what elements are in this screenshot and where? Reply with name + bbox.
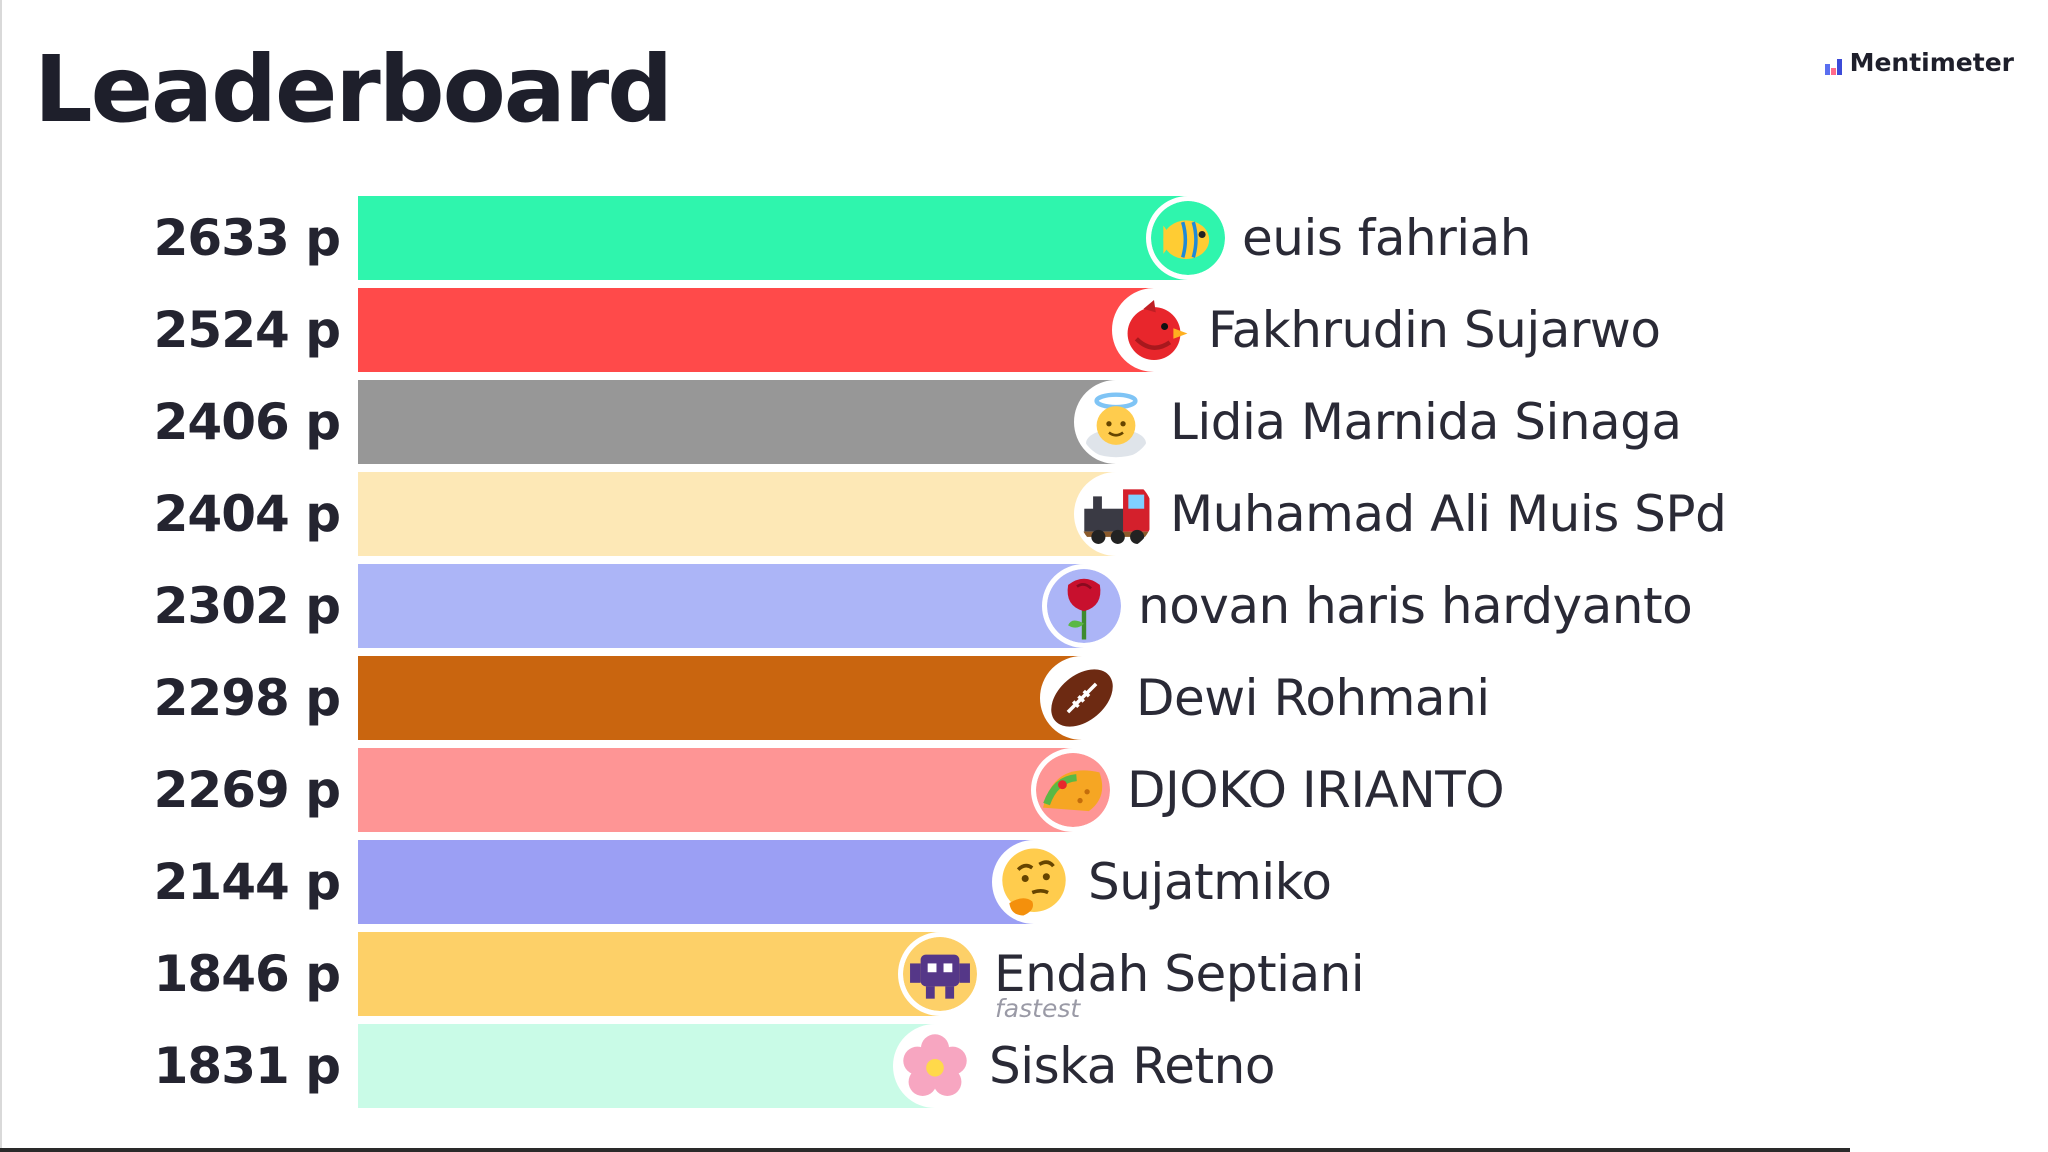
- score-bar: [358, 1024, 935, 1108]
- leaderboard-row: 2524 p Fakhrudin Sujarwo: [0, 288, 2048, 372]
- score-bar: [358, 748, 1073, 832]
- score-label: 1831 p: [153, 1037, 341, 1095]
- brand-name: Mentimeter: [1849, 48, 2014, 77]
- participant-name: Sujatmiko: [1088, 853, 1332, 911]
- leaderboard-row: 2406 p Lidia Marnida Sinaga: [0, 380, 2048, 464]
- score-bar: [358, 840, 1034, 924]
- steam-train-icon: [1074, 472, 1158, 556]
- score-label: 2144 p: [153, 853, 341, 911]
- slide-edge: [0, 0, 2, 1152]
- score-label: 2406 p: [153, 393, 341, 451]
- participant-name: DJOKO IRIANTO: [1127, 761, 1505, 819]
- angel-face-icon: [1074, 380, 1158, 464]
- score-label: 2524 p: [153, 301, 341, 359]
- leaderboard-row: 2302 p novan haris hardyanto: [0, 564, 2048, 648]
- rose-icon: [1042, 564, 1126, 648]
- participant-name: Siska Retno: [989, 1037, 1275, 1095]
- red-bird-icon: [1112, 288, 1196, 372]
- score-label: 1846 p: [153, 945, 341, 1003]
- mentimeter-logo-icon: [1824, 53, 1844, 75]
- football-icon: [1040, 656, 1124, 740]
- score-bar: [358, 380, 1116, 464]
- taco-icon: [1031, 748, 1115, 832]
- participant-name: Muhamad Ali Muis SPd: [1170, 485, 1727, 543]
- score-bar: [358, 656, 1082, 740]
- leaderboard-row: 1846 p Endah Septiani: [0, 932, 2048, 1016]
- score-label: 2269 p: [153, 761, 341, 819]
- fastest-tag: fastest: [995, 994, 1081, 1023]
- thinking-face-icon: [992, 840, 1076, 924]
- leaderboard-row: 2633 p euis fahriah: [0, 196, 2048, 280]
- participant-name: Dewi Rohmani: [1136, 669, 1490, 727]
- tropical-fish-icon: [1146, 196, 1230, 280]
- divider: [0, 1148, 1850, 1152]
- brand: Mentimeter: [1824, 48, 2014, 77]
- leaderboard-row: 2144 p Sujatmiko: [0, 840, 2048, 924]
- leaderboard-row: 2404 p Muhamad Ali Muis SPd: [0, 472, 2048, 556]
- cherry-blossom-icon: [893, 1024, 977, 1108]
- participant-name: Endah Septiani: [994, 945, 1365, 1003]
- participant-name: Fakhrudin Sujarwo: [1208, 301, 1661, 359]
- score-bar: [358, 932, 940, 1016]
- participant-name: novan haris hardyanto: [1138, 577, 1693, 635]
- leaderboard-row: 2269 p DJOKO IRIANTO: [0, 748, 2048, 832]
- participant-name: Lidia Marnida Sinaga: [1170, 393, 1682, 451]
- score-bar: [358, 196, 1188, 280]
- leaderboard-row: 1831 p Siska Retno fastest: [0, 994, 2048, 1108]
- page-title: Leaderboard: [34, 36, 673, 143]
- score-label: 2633 p: [153, 209, 341, 267]
- score-label: 2302 p: [153, 577, 341, 635]
- score-label: 2404 p: [153, 485, 341, 543]
- score-bar: [358, 564, 1084, 648]
- score-bar: [358, 472, 1116, 556]
- score-bar: [358, 288, 1154, 372]
- leaderboard-row: 2298 p Dewi Rohmani: [0, 656, 2048, 740]
- participant-name: euis fahriah: [1242, 209, 1532, 267]
- score-label: 2298 p: [153, 669, 341, 727]
- space-invader-icon: [898, 932, 982, 1016]
